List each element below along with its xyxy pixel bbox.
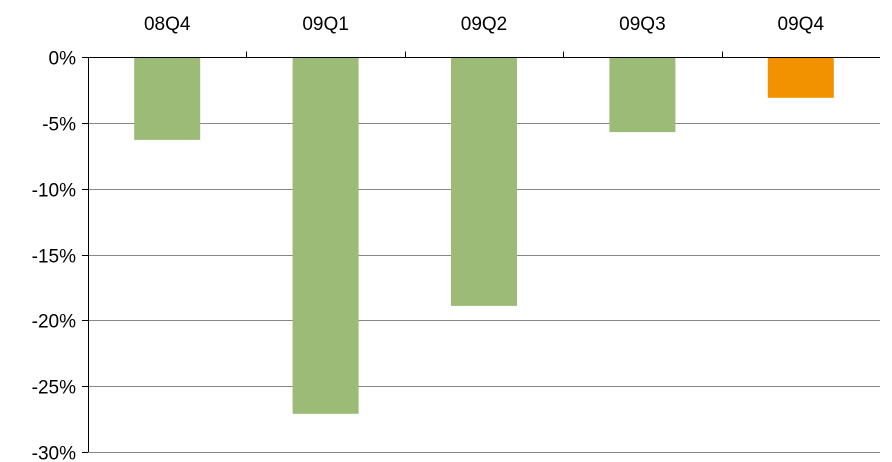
x-tick-label: 09Q4 — [778, 14, 825, 35]
labels: 0% -5% -10% -15% -20% -25% -30% 08Q4 09Q1 09Q2 09Q… — [32, 14, 825, 462]
y-tick-label: 0% — [49, 49, 77, 70]
bar-09q2 — [451, 57, 517, 306]
y-tick-label: -20% — [32, 312, 76, 333]
x-tick-label: 09Q3 — [619, 14, 665, 35]
bar-08q4 — [134, 57, 201, 140]
x-tick-label: 09Q1 — [302, 14, 348, 35]
y-tick-label: -30% — [32, 444, 76, 462]
y-tick-label: -25% — [32, 378, 76, 399]
bars — [134, 57, 834, 414]
bar-09q3 — [609, 57, 676, 133]
bar-09q1 — [292, 57, 359, 414]
y-tick-label: -15% — [32, 247, 76, 268]
y-tick-label: -5% — [42, 115, 76, 136]
bar-09q4 — [767, 57, 834, 98]
x-tick-label: 09Q2 — [461, 14, 507, 35]
y-tick-label: -10% — [32, 181, 76, 202]
x-tick-label: 08Q4 — [144, 14, 191, 35]
axes — [82, 51, 880, 453]
